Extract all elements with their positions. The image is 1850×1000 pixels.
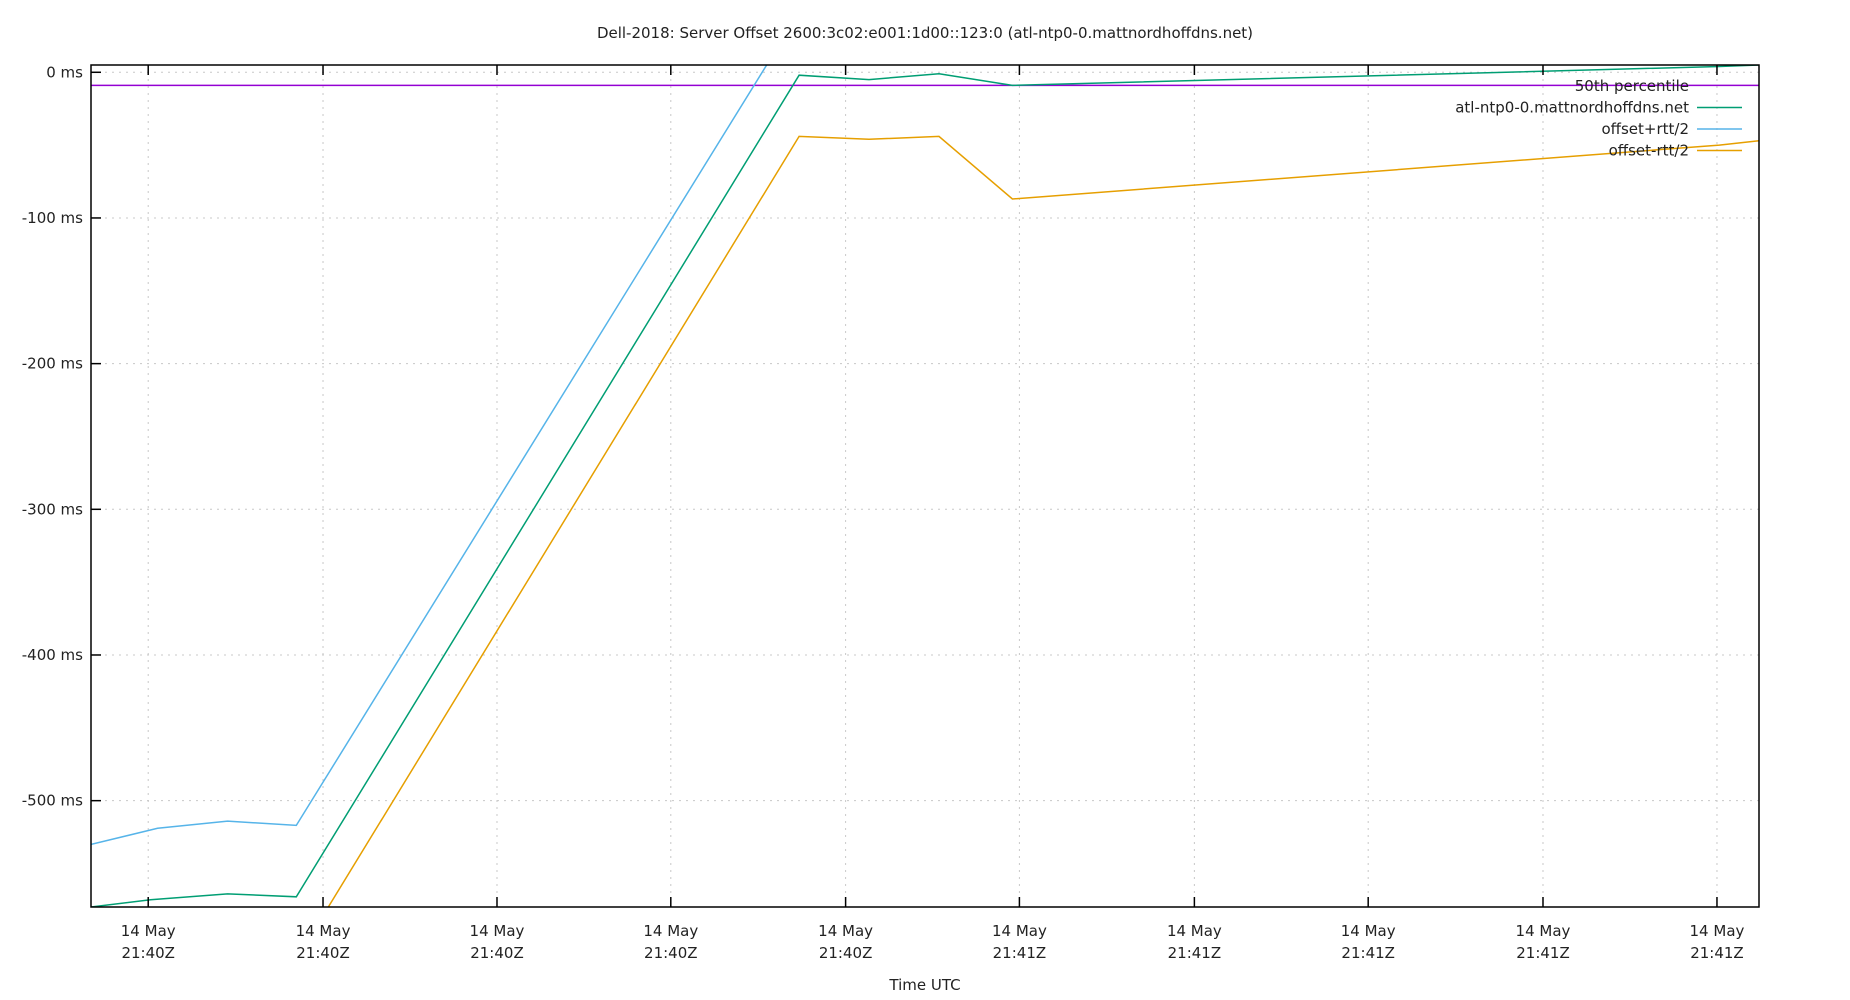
x-tick-label-time: 21:40Z (644, 944, 698, 962)
x-tick-label-date: 14 May (1690, 922, 1745, 940)
y-axis: 0 ms -100 ms -200 ms -300 ms -400 ms -500 ms (22, 63, 101, 810)
x-tick-label-date: 14 May (992, 922, 1047, 940)
x-tick-label-date: 14 May (1341, 922, 1396, 940)
x-tick-label-time: 21:40Z (470, 944, 524, 962)
x-tick-label-time: 21:40Z (121, 944, 175, 962)
x-tick-label-date: 14 May (121, 922, 176, 940)
x-tick-label-time: 21:41Z (1168, 944, 1222, 962)
chart-title: Dell-2018: Server Offset 2600:3c02:e001:… (597, 24, 1253, 42)
series-line (327, 135, 1759, 907)
x-tick-label-date: 14 May (296, 922, 351, 940)
x-tick-label-time: 21:40Z (819, 944, 873, 962)
legend-label: offset+rtt/2 (1601, 120, 1689, 138)
x-tick-label-time: 21:40Z (296, 944, 350, 962)
x-tick-label-date: 14 May (1167, 922, 1222, 940)
y-tick-label: -500 ms (22, 792, 83, 810)
x-tick-label-date: 14 May (643, 922, 698, 940)
data-series (91, 65, 1759, 907)
series-line (91, 65, 768, 846)
legend: 50th percentile atl-ntp0-0.mattnordhoffdn… (1455, 77, 1742, 160)
y-tick-label: 0 ms (46, 63, 83, 81)
x-tick-label-time: 21:41Z (1516, 944, 1570, 962)
x-tick-label-time: 21:41Z (1690, 944, 1744, 962)
y-tick-label: -400 ms (22, 646, 83, 664)
legend-label: 50th percentile (1575, 77, 1689, 95)
y-tick-label: -100 ms (22, 209, 83, 227)
x-tick-label-date: 14 May (818, 922, 873, 940)
grid-lines (91, 65, 1759, 907)
x-axis: 14 May 21:40Z 14 May 21:40Z 14 May 21:40Z 14 M… (121, 65, 1745, 962)
legend-label: atl-ntp0-0.mattnordhoffdns.net (1455, 99, 1689, 117)
y-tick-label: -300 ms (22, 500, 83, 518)
series-line (91, 65, 1759, 907)
plot-area-border (90, 64, 1760, 908)
y-tick-label: -200 ms (22, 355, 83, 373)
x-tick-label-time: 21:41Z (993, 944, 1047, 962)
x-tick-label-time: 21:41Z (1341, 944, 1395, 962)
x-tick-label-date: 14 May (470, 922, 525, 940)
legend-label: offset-rtt/2 (1609, 142, 1689, 160)
x-tick-label-date: 14 May (1516, 922, 1571, 940)
x-axis-label: Time UTC (888, 976, 960, 994)
